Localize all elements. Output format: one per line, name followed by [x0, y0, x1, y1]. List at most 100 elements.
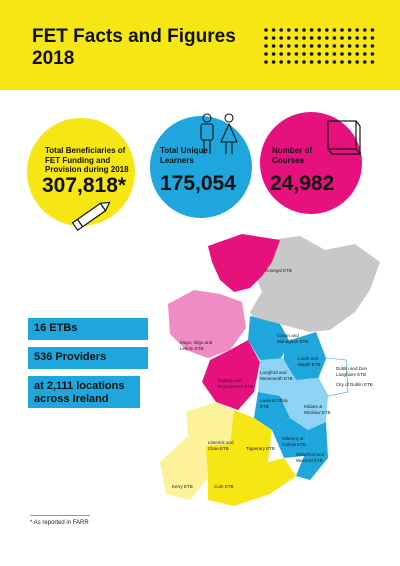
pattern-dot	[347, 52, 352, 56]
pattern-dot	[355, 44, 359, 48]
pattern-dot	[325, 52, 329, 56]
pattern-dot	[317, 28, 321, 32]
pattern-dot	[271, 44, 276, 48]
pattern-dot	[370, 44, 375, 48]
pattern-dot	[287, 60, 291, 64]
pattern-dot	[279, 44, 283, 48]
kerry-region	[160, 436, 208, 500]
pattern-dot	[347, 28, 352, 32]
pattern-dot	[309, 28, 314, 32]
pattern-dot	[271, 60, 276, 64]
waterford-region	[296, 422, 328, 480]
map-label-waterford: Waterford and Wexford ETB	[296, 452, 325, 463]
pattern-dot	[294, 36, 299, 40]
galway-region	[202, 340, 260, 410]
pattern-dot	[317, 44, 321, 48]
pattern-dot	[287, 28, 291, 32]
donegal-region	[208, 234, 280, 292]
pattern-dot	[317, 52, 321, 56]
map-label-kildare: Kildare & Wicklow ETB	[304, 404, 331, 415]
pattern-dot	[325, 60, 329, 64]
pattern-dot	[370, 36, 375, 40]
pattern-dot	[347, 44, 352, 48]
pattern-dot	[279, 52, 283, 56]
pattern-dot	[370, 52, 375, 56]
pattern-dot	[294, 52, 299, 56]
dublin-region	[317, 357, 349, 397]
pattern-dot	[363, 36, 367, 40]
pattern-dot	[294, 44, 299, 48]
book-icon	[327, 120, 362, 155]
learners-value: 175,054	[160, 172, 236, 195]
pattern-dot	[325, 44, 329, 48]
kildare-region	[280, 378, 328, 430]
pattern-dot	[302, 36, 306, 40]
pattern-dot	[332, 52, 337, 56]
cavan-region	[248, 316, 290, 360]
pattern-dot	[302, 28, 306, 32]
pattern-dot	[271, 52, 276, 56]
pattern-dot	[309, 52, 314, 56]
pattern-dot	[363, 60, 367, 64]
pattern-dot	[340, 60, 344, 64]
learners-label: Total Unique Learners	[160, 146, 208, 165]
kilkenny-region	[272, 418, 308, 458]
beneficiaries-label: Total Beneficiaries of FET Funding and P…	[45, 146, 129, 174]
beneficiaries-value: 307,818*	[42, 174, 127, 197]
pattern-dot	[302, 44, 306, 48]
pattern-dot	[264, 52, 268, 56]
limerick-region	[186, 402, 234, 446]
ireland-map	[160, 234, 380, 506]
pattern-dot	[340, 36, 344, 40]
pattern-dot	[302, 60, 306, 64]
pattern-dot	[264, 28, 268, 32]
providers-box: 536 Providers	[28, 347, 148, 369]
pattern-dot	[264, 44, 268, 48]
cork-region	[206, 444, 296, 506]
pattern-dot	[325, 36, 329, 40]
locations-box: at 2,111 locations across Ireland	[28, 376, 140, 408]
mayo-region	[168, 290, 246, 358]
pattern-dot	[340, 28, 344, 32]
tipperary-region	[230, 410, 272, 466]
pattern-dot	[363, 44, 367, 48]
pattern-dot	[355, 60, 359, 64]
map-label-cavan: Cavan and Monaghan ETB	[277, 333, 309, 344]
map-label-donegal: Donegal ETB	[265, 268, 292, 273]
footnote: * As reported in FARR	[30, 520, 89, 526]
pattern-dot	[317, 60, 321, 64]
pattern-dot	[332, 44, 337, 48]
pattern-dot	[347, 36, 352, 40]
pattern-dot	[363, 52, 367, 56]
pattern-dot	[309, 60, 314, 64]
map-label-laois: Laois & Offaly ETB	[260, 398, 288, 409]
pattern-dot	[279, 60, 283, 64]
pencil-icon	[71, 201, 111, 232]
pattern-dot	[271, 28, 276, 32]
pattern-dot	[309, 44, 314, 48]
pattern-dot	[264, 36, 268, 40]
pattern-dot	[355, 28, 359, 32]
pattern-dot	[363, 28, 367, 32]
pattern-dot	[294, 28, 299, 32]
pattern-dot	[294, 60, 299, 64]
longford-region	[258, 358, 296, 396]
pattern-dot	[332, 28, 337, 32]
footnote-divider	[30, 515, 90, 516]
pattern-dot	[370, 60, 375, 64]
map-label-longford: Longford and Westmeath ETB	[260, 370, 293, 381]
map-label-cityofdublin: City of Dublin ETB	[336, 382, 373, 387]
pattern-dot	[332, 36, 337, 40]
map-label-dublin: Dublin and Dun Laoghaire ETB	[336, 366, 368, 377]
pattern-dot	[271, 36, 276, 40]
courses-value: 24,982	[270, 172, 335, 195]
pattern-dot	[340, 44, 344, 48]
pattern-dot	[279, 36, 283, 40]
northern-ireland-region	[250, 236, 380, 332]
pattern-dot	[264, 60, 268, 64]
pattern-dot	[287, 44, 291, 48]
pattern-dot	[347, 60, 352, 64]
pattern-dot	[325, 28, 329, 32]
page-title: FET Facts and Figures 2018	[32, 26, 236, 69]
map-label-louth: Louth and Meath ETB	[298, 356, 321, 367]
